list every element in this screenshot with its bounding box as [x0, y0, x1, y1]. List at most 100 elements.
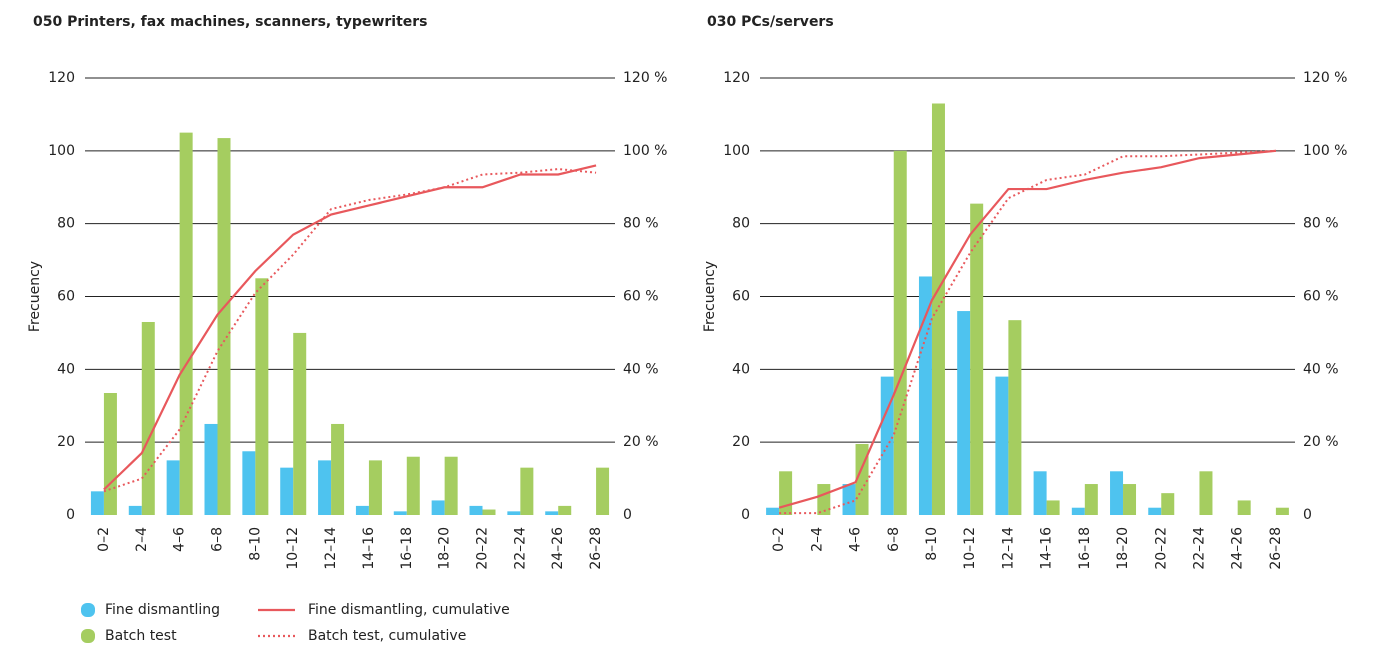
legend-marker	[81, 629, 95, 643]
bar	[1110, 471, 1124, 515]
y-tick-label: 0	[66, 507, 75, 523]
line	[103, 164, 597, 491]
legend-marker	[81, 603, 95, 617]
y-axis-label: Frecuency	[27, 261, 43, 332]
y2-tick-label: 40 %	[623, 361, 659, 377]
bar	[331, 423, 345, 515]
x-tick-label: 2–4	[134, 527, 150, 552]
bar	[141, 321, 155, 515]
x-tick-label: 24–26	[550, 527, 566, 570]
bar	[355, 505, 369, 515]
bar	[103, 393, 117, 515]
bar	[406, 456, 420, 515]
bar	[482, 509, 496, 515]
x-tick-label: 6–8	[210, 527, 226, 552]
line	[103, 168, 597, 493]
y2-tick-label: 20 %	[1303, 434, 1339, 450]
x-tick-label: 22–24	[1191, 527, 1207, 570]
x-tick-label: 0–2	[96, 527, 112, 552]
y2-tick-label: 40 %	[1303, 361, 1339, 377]
x-tick-label: 8–10	[247, 527, 263, 561]
x-tick-label: 26–28	[1268, 527, 1284, 570]
bar	[204, 423, 218, 515]
bar	[970, 203, 984, 515]
bar	[520, 467, 534, 515]
bar	[217, 138, 231, 515]
x-tick-label: 10–12	[285, 527, 301, 570]
x-tick-label: 20–22	[1153, 527, 1169, 570]
bar	[558, 505, 572, 515]
bar	[1033, 471, 1047, 515]
y-tick-label: 0	[741, 507, 750, 523]
x-tick-label: 14–16	[1039, 527, 1055, 570]
bar	[1275, 507, 1289, 515]
y-tick-label: 20	[57, 434, 75, 450]
bar	[393, 511, 407, 515]
line	[778, 149, 1276, 509]
x-tick-label: 4–6	[172, 527, 188, 552]
y2-tick-label: 80 %	[623, 216, 659, 232]
chart-title: 050 Printers, fax machines, scanners, ty…	[33, 14, 428, 30]
line	[779, 149, 1276, 515]
bar	[779, 471, 793, 515]
legend-label: Batch test	[105, 628, 177, 644]
chart-title: 030 PCs/servers	[707, 14, 834, 30]
bar	[431, 500, 445, 515]
bar	[469, 505, 483, 515]
x-tick-label: 24–26	[1230, 527, 1246, 570]
y2-tick-label: 120 %	[1303, 70, 1347, 86]
bar	[766, 507, 780, 515]
x-tick-label: 10–12	[962, 527, 978, 570]
legend-label: Fine dismantling, cumulative	[308, 602, 510, 618]
y2-tick-label: 60 %	[1303, 289, 1339, 305]
x-tick-label: 14–16	[361, 527, 377, 570]
x-tick-label: 12–14	[1000, 527, 1016, 570]
y-tick-label: 60	[732, 289, 750, 305]
bar	[1084, 484, 1098, 515]
x-tick-label: 18–20	[437, 527, 453, 570]
y-tick-label: 40	[732, 361, 750, 377]
x-tick-label: 16–18	[1077, 527, 1093, 570]
x-tick-label: 8–10	[924, 527, 940, 561]
bar	[90, 491, 104, 515]
x-tick-label: 2–4	[809, 527, 825, 552]
y-tick-label: 80	[732, 216, 750, 232]
bar	[1008, 320, 1022, 515]
bar	[918, 276, 932, 515]
y-axis-label: Frecuency	[702, 261, 718, 332]
bar	[893, 150, 907, 516]
x-tick-label: 4–6	[848, 527, 864, 552]
bar	[817, 484, 831, 515]
x-tick-label: 0–2	[771, 527, 787, 552]
y2-tick-label: 0	[623, 507, 632, 523]
y-tick-label: 80	[57, 216, 75, 232]
bar	[1123, 484, 1137, 515]
y-tick-label: 120	[723, 70, 750, 86]
bar	[1237, 500, 1251, 515]
x-tick-label: 22–24	[512, 527, 528, 570]
y2-tick-label: 0	[1303, 507, 1312, 523]
bar	[1046, 500, 1060, 515]
bar	[507, 511, 521, 515]
bar	[293, 332, 307, 515]
bar	[166, 460, 180, 515]
x-tick-label: 12–14	[323, 527, 339, 570]
legend-label: Fine dismantling	[105, 602, 220, 618]
bar	[1161, 493, 1175, 515]
y2-tick-label: 120 %	[623, 70, 667, 86]
bar	[995, 376, 1009, 515]
bar	[368, 460, 382, 515]
bar	[318, 460, 332, 515]
y-tick-label: 100	[723, 143, 750, 159]
y2-tick-label: 20 %	[623, 434, 659, 450]
bar	[545, 511, 559, 515]
x-tick-label: 20–22	[475, 527, 491, 570]
x-tick-label: 6–8	[886, 527, 902, 552]
bar	[842, 484, 856, 515]
bar	[931, 103, 945, 515]
bar	[444, 456, 458, 515]
y2-tick-label: 60 %	[623, 289, 659, 305]
x-tick-label: 26–28	[588, 527, 604, 570]
